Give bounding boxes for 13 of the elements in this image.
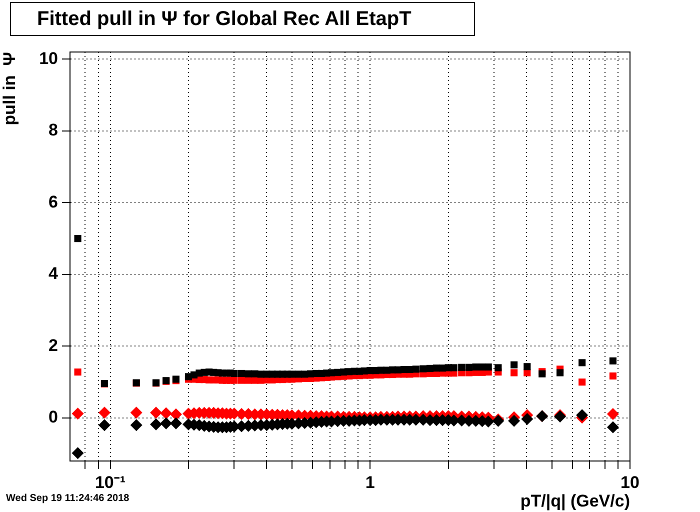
x-tick-label: 1 [365,472,375,492]
x-axis-title: pT/|q| (GeV/c) [520,491,630,510]
y-tick-label: 8 [48,120,58,140]
y-tick-label: 4 [48,264,59,284]
y-tick-label: 10 [39,48,58,68]
y-tick-label: 0 [48,408,58,427]
x-tick-label: 10⁻¹ [94,472,126,492]
y-axis-title: pull in Ψ [0,52,19,126]
x-tick-label: 10 [620,472,640,492]
y-tick-label: 2 [48,336,58,355]
text: Wed Sep 19 11:24:46 2018 [6,493,130,504]
chart-title: Fitted pull in Ψ for Global Rec All EtapT [10,2,475,36]
y-tick-label: 6 [48,192,58,212]
